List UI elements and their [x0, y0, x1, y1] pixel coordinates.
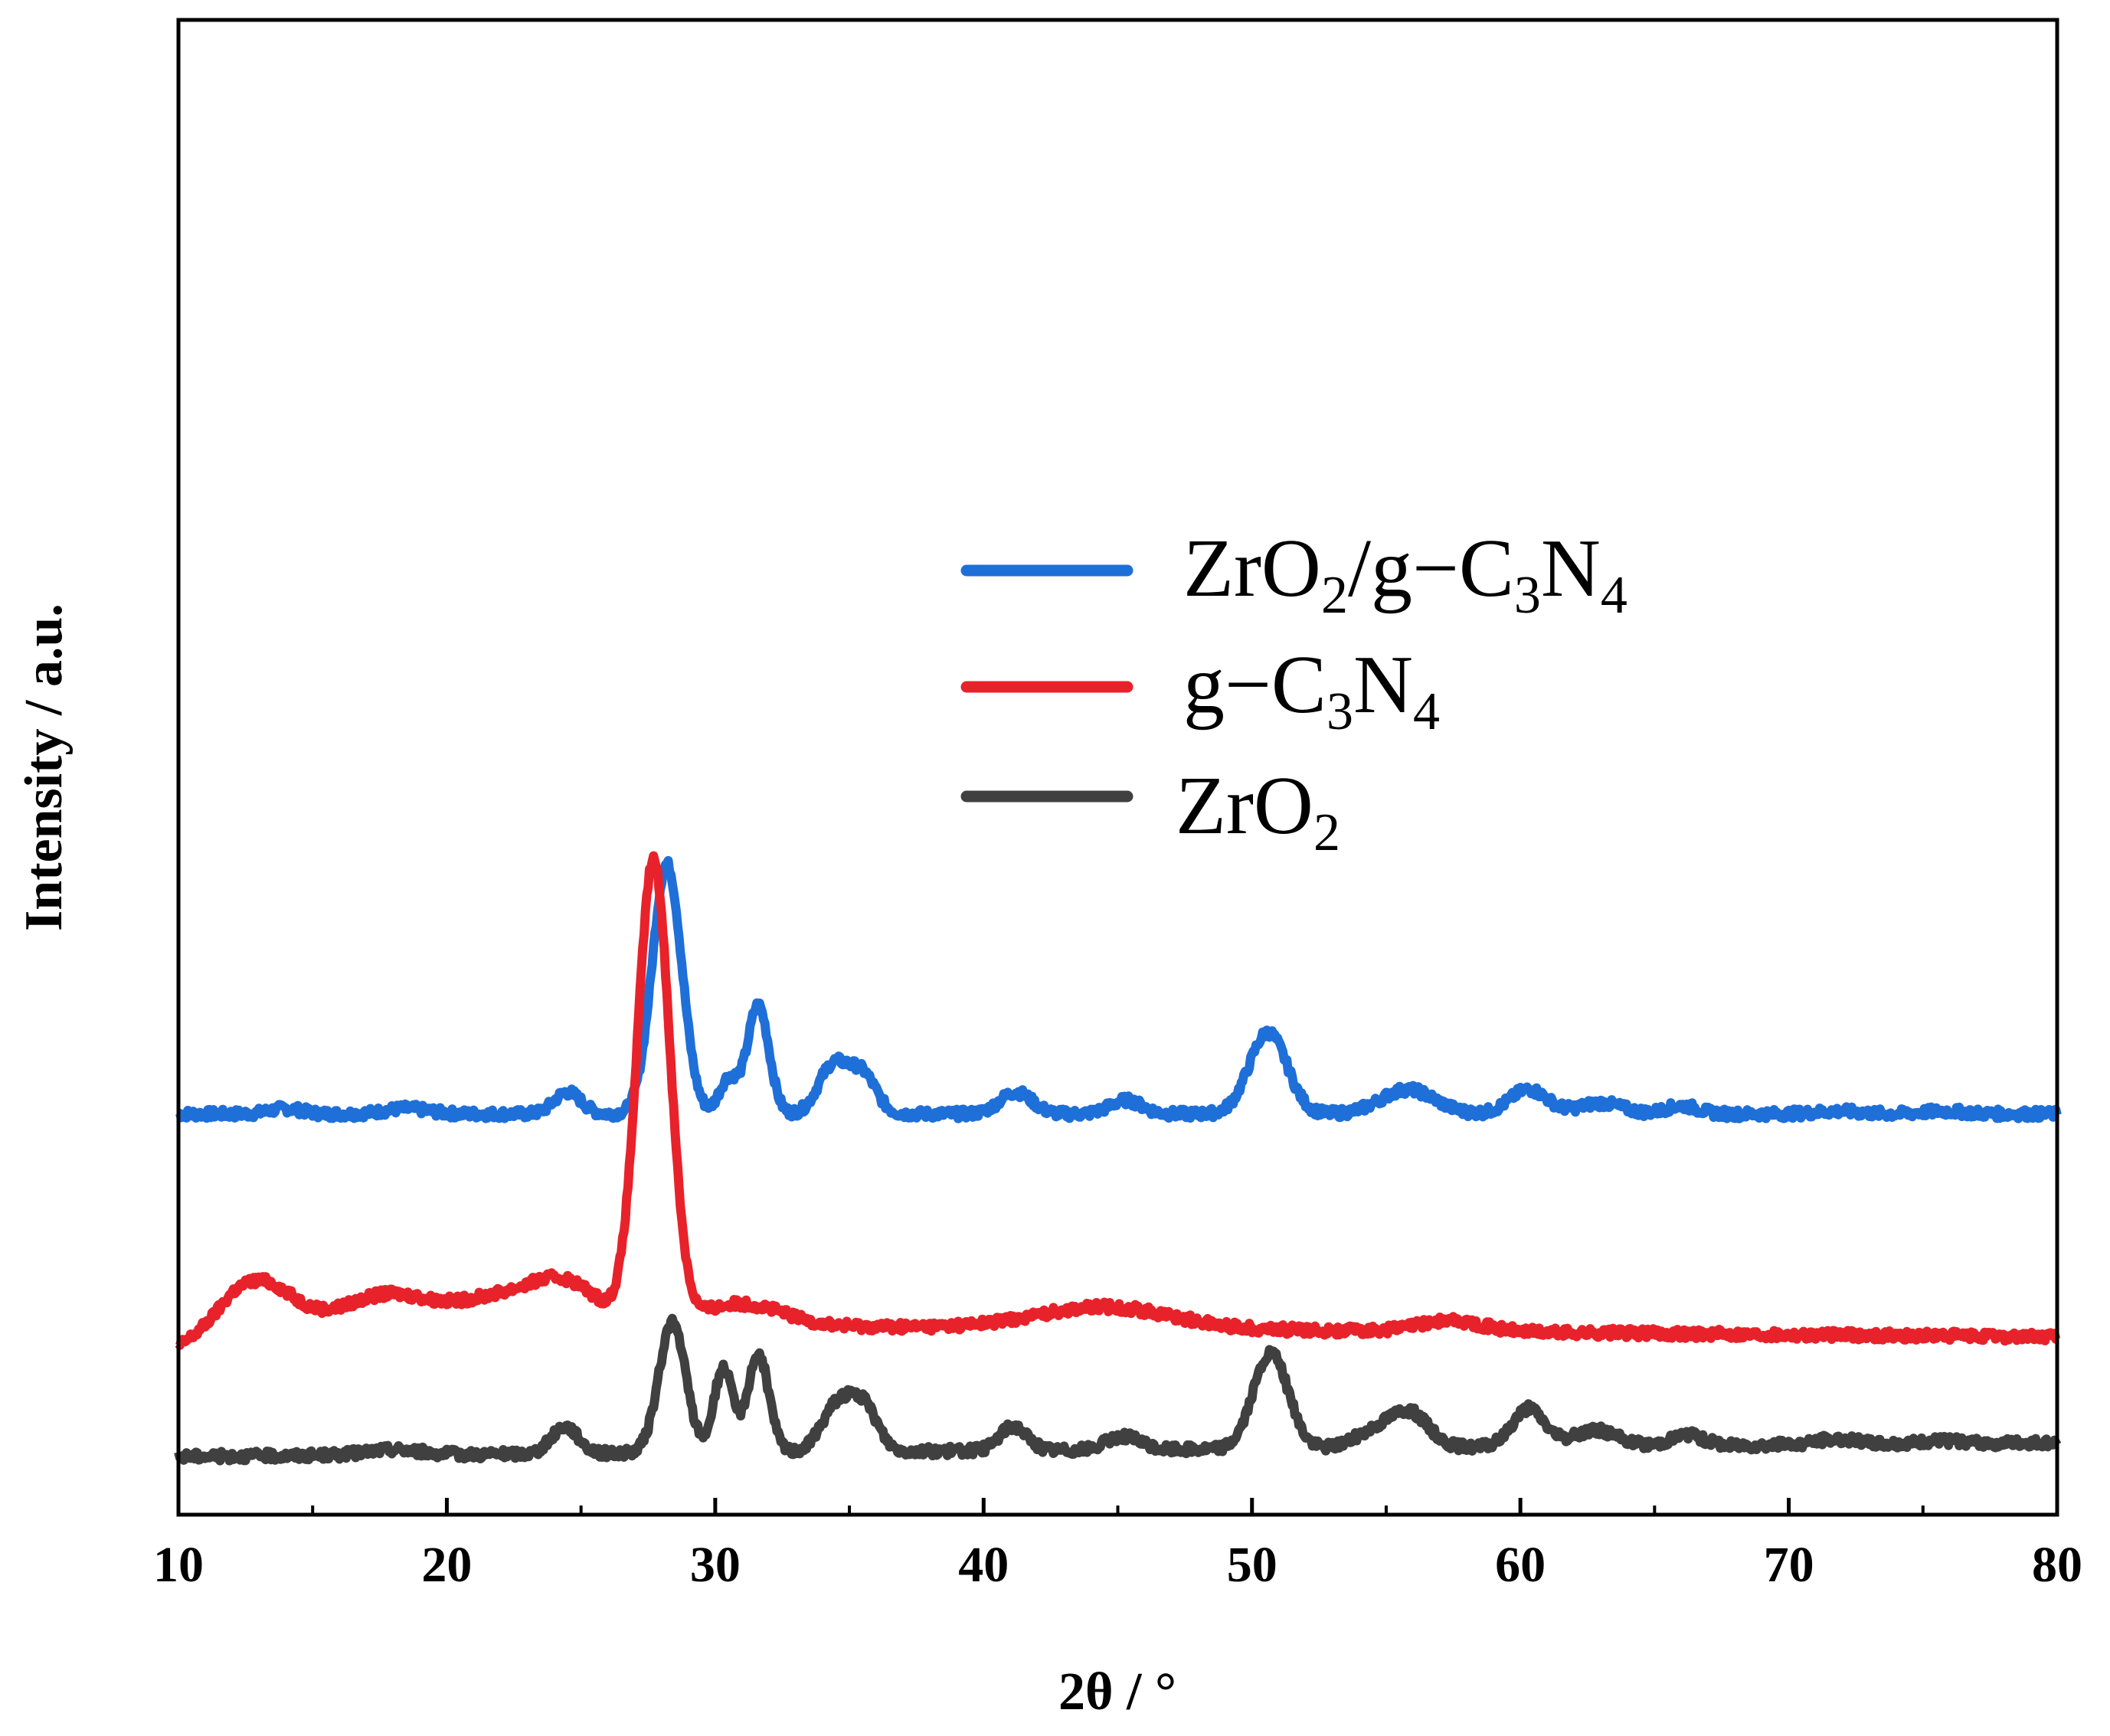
plot-frame [176, 18, 2059, 1517]
x-tick-label-70: 70 [1764, 1537, 1814, 1593]
series-line-zro2 [174, 1313, 2062, 1466]
series-line-zro2-gc3n4 [175, 855, 2062, 1123]
series-line-gc3n4 [175, 851, 2061, 1350]
x-axis-title: 2θ / ° [1058, 1662, 1176, 1721]
legend-label-zro2: ZrO2 [1176, 760, 1340, 862]
x-tick-label-10: 10 [153, 1537, 204, 1593]
series-layer [174, 851, 2062, 1466]
x-tick-label-40: 40 [958, 1537, 1009, 1593]
x-tick-label-50: 50 [1227, 1537, 1277, 1593]
legend: ZrO2/g−C3N4 g−C3N4 ZrO2 [960, 523, 1627, 862]
x-tick-label-80: 80 [2032, 1537, 2082, 1593]
legend-label-composite: ZrO2/g−C3N4 [1183, 523, 1627, 625]
legend-label-gc3n4: g−C3N4 [1183, 639, 1440, 741]
x-tick-label-20: 20 [421, 1537, 472, 1593]
y-axis-title: Intensity / a.u. [15, 603, 74, 931]
x-tick-label-30: 30 [690, 1537, 741, 1593]
x-axis-ticks: 10 20 30 40 50 60 70 80 [153, 1498, 2082, 1593]
x-tick-label-60: 60 [1495, 1537, 1546, 1593]
